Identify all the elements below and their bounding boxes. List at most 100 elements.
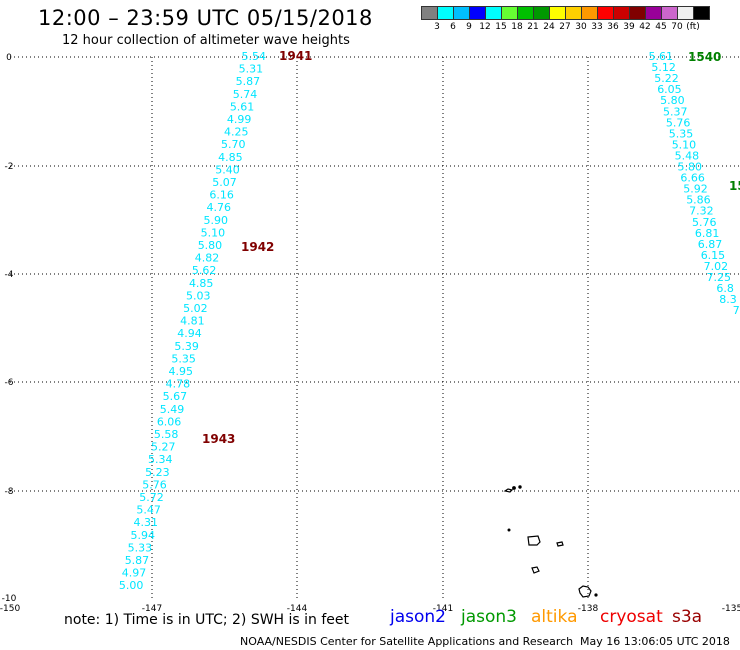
wave-height-value: 6.05: [657, 83, 682, 96]
longitude-tick-label: -150: [0, 604, 20, 614]
wave-height-value: 5.90: [204, 214, 229, 227]
wave-height-value: 5.70: [221, 138, 246, 151]
wave-height-value: 5.76: [692, 216, 717, 229]
wave-height-value: 5.94: [131, 529, 156, 542]
wave-height-value: 5.10: [672, 138, 697, 151]
legend-label: 15: [495, 22, 507, 32]
chart-subtitle: 12 hour collection of altimeter wave hei…: [62, 33, 350, 48]
wave-height-value: 6.16: [209, 189, 234, 202]
credit-line: NOAA/NESDIS Center for Satellite Applica…: [240, 635, 574, 648]
wave-height-value: 7.25: [707, 271, 732, 284]
wave-height-value: 7.02: [704, 260, 729, 273]
wave-height-value: 5.02: [183, 302, 208, 315]
mission-label-jason3: jason3: [461, 607, 517, 627]
wave-height-value: 4.94: [177, 327, 202, 340]
wave-height-value: 5.33: [128, 541, 153, 554]
longitude-tick-label: -138: [578, 604, 599, 614]
pass-time-label: 1941: [279, 49, 312, 63]
longitude-tick-label: -135: [722, 604, 740, 614]
satellite-track-west: 5.545.315.875.745.614.994.255.704.855.40…: [119, 49, 313, 592]
wave-height-value: 6.15: [701, 249, 726, 262]
wave-height-value: 4.97: [122, 567, 147, 580]
wave-height-value: 5.07: [212, 176, 237, 189]
legend-label: 42: [639, 22, 651, 32]
legend-label: 21: [527, 22, 539, 32]
wave-height-value: 5.22: [654, 72, 679, 85]
wave-height-value: 5.03: [186, 289, 211, 302]
wave-height-value: 4.85: [218, 151, 243, 164]
wave-height-value: 5.12: [651, 61, 676, 74]
wave-height-value: 6.66: [680, 172, 705, 185]
generated-timestamp: May 16 13:06:05 UTC 2018: [580, 635, 730, 648]
island: [556, 541, 564, 547]
legend-swatch: [693, 6, 710, 20]
legend-label: 6: [450, 22, 456, 32]
legend-label: 18: [511, 22, 523, 32]
legend-label: 36: [607, 22, 619, 32]
mission-label-s3a: s3a: [672, 607, 703, 627]
wave-height-value: 6.8: [716, 282, 734, 295]
longitude-tick-label: -147: [142, 604, 162, 614]
legend-label: 70: [671, 22, 683, 32]
latitude-tick-label: -6: [5, 378, 14, 388]
wave-height-value: 5.34: [148, 453, 173, 466]
wave-height-value: 5.80: [678, 161, 703, 174]
wave-height-value: 5.80: [660, 94, 685, 107]
island: [594, 593, 598, 597]
wave-height-value: 5.49: [160, 403, 185, 416]
graticule: [10, 56, 740, 598]
wave-height-value: 4.82: [195, 252, 220, 265]
axis-labels: -150 -147 -144 -141 -138 -135 0 -2 -4 -6 -8 -10: [0, 53, 740, 614]
island: [578, 585, 592, 598]
wave-height-value: 4.25: [224, 126, 249, 139]
legend-label: 39: [623, 22, 635, 32]
legend-label: 3: [434, 22, 440, 32]
island: [527, 535, 541, 546]
wave-height-value: 5.87: [236, 75, 261, 88]
wave-height-value: 5.48: [675, 149, 700, 162]
legend-label: 33: [591, 22, 603, 32]
mission-label-jason2: jason2: [390, 607, 446, 627]
wave-height-legend: 3 6 9 12 15 18 21 24 27 30 33 36 39 42 45 70 (ft): [421, 6, 710, 34]
wave-height-value: 4.95: [169, 365, 194, 378]
wave-height-value: 6.06: [157, 415, 182, 428]
wave-height-value: 4.76: [206, 201, 231, 214]
wave-height-value: 4.31: [133, 516, 158, 529]
latitude-tick-label: 0: [6, 53, 12, 63]
wave-height-value: 7.32: [689, 205, 714, 218]
wave-height-value: 5.40: [215, 163, 240, 176]
wave-height-value: 5.76: [666, 116, 691, 129]
legend-label: 45: [655, 22, 667, 32]
wave-height-value: 5.54: [242, 50, 267, 63]
mission-label-altika: altika: [531, 607, 578, 627]
wave-height-value: 5.39: [174, 340, 199, 353]
chart-title: 12:00 – 23:59 UTC 05/15/2018: [38, 6, 373, 30]
legend-labels: 3 6 9 12 15 18 21 24 27 30 33 36 39 42 45 70 (ft): [421, 20, 709, 34]
wave-height-value: 5.76: [142, 478, 167, 491]
mission-label-cryosat: cryosat: [600, 607, 663, 627]
pass-time-label: 1942: [241, 240, 274, 254]
wave-height-value: 5.31: [239, 63, 264, 76]
legend-swatches: [421, 6, 710, 20]
wave-height-value: 5.92: [683, 183, 708, 196]
pass-time-label: 1943: [202, 432, 235, 446]
wave-height-value: 5.67: [163, 390, 188, 403]
island: [512, 486, 516, 490]
footer-note: note: 1) Time is in UTC; 2) SWH is in fe…: [64, 612, 350, 628]
wave-height-value: 6.87: [698, 238, 723, 251]
wave-height-value: 6.81: [695, 227, 720, 240]
islands: [503, 485, 598, 598]
latitude-tick-label: -10: [2, 594, 17, 604]
legend-label: 12: [479, 22, 491, 32]
legend-label: (ft): [686, 22, 700, 32]
island: [507, 528, 511, 532]
pass-time-label: 15: [729, 179, 740, 193]
wave-height-value: 5.35: [171, 352, 196, 365]
wave-height-value: 5.00: [119, 579, 144, 592]
pass-time-label: 1540: [688, 50, 721, 64]
longitude-tick-label: -144: [287, 604, 308, 614]
wave-height-value: 5.10: [201, 226, 226, 239]
island: [531, 566, 540, 574]
wave-height-value: 4.78: [166, 378, 191, 391]
